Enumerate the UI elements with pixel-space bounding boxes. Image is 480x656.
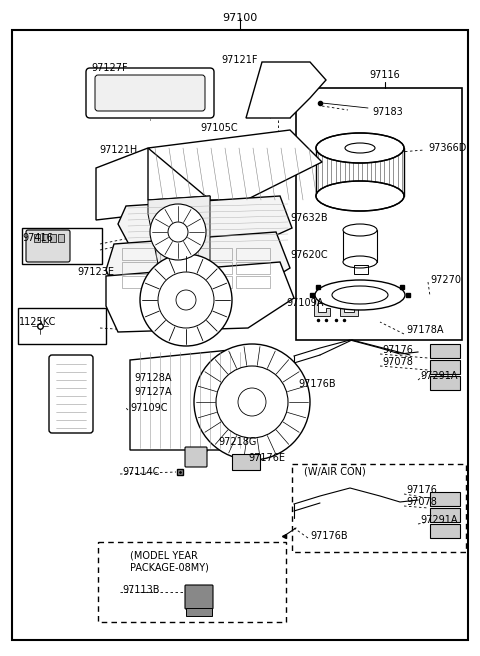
FancyBboxPatch shape xyxy=(185,585,213,609)
Bar xyxy=(122,262,156,274)
Text: 97416: 97416 xyxy=(23,233,53,243)
Bar xyxy=(50,234,56,242)
Text: 97128A: 97128A xyxy=(134,373,171,383)
Text: 97121F: 97121F xyxy=(222,55,258,65)
Bar xyxy=(292,464,466,552)
Text: 97183: 97183 xyxy=(372,107,403,117)
Text: 97176B: 97176B xyxy=(310,531,348,541)
Bar xyxy=(18,308,106,344)
Bar xyxy=(430,524,460,538)
FancyBboxPatch shape xyxy=(49,355,93,433)
Circle shape xyxy=(216,366,288,438)
Text: PACKAGE-08MY): PACKAGE-08MY) xyxy=(130,563,209,573)
Text: 97176E: 97176E xyxy=(248,453,285,463)
Text: 97113B: 97113B xyxy=(122,585,159,595)
Text: 97109C: 97109C xyxy=(130,403,168,413)
Bar xyxy=(296,88,462,340)
Text: 97127F: 97127F xyxy=(92,63,128,73)
Polygon shape xyxy=(246,62,326,118)
Bar xyxy=(354,265,368,274)
Ellipse shape xyxy=(345,143,375,153)
Bar xyxy=(236,276,270,288)
Bar xyxy=(232,454,260,470)
Text: 97366D: 97366D xyxy=(428,143,467,153)
Bar xyxy=(22,228,102,264)
Bar xyxy=(430,344,460,358)
Bar xyxy=(236,262,270,274)
Circle shape xyxy=(158,272,214,328)
Bar xyxy=(430,360,460,374)
Text: 97078: 97078 xyxy=(406,497,437,507)
Text: 97109A: 97109A xyxy=(286,298,324,308)
Bar xyxy=(430,492,460,506)
Bar xyxy=(160,248,194,260)
Text: 97127A: 97127A xyxy=(134,387,172,397)
Circle shape xyxy=(150,204,206,260)
Polygon shape xyxy=(96,148,210,274)
Polygon shape xyxy=(340,296,358,316)
Bar xyxy=(42,234,48,242)
Polygon shape xyxy=(118,196,292,250)
Bar xyxy=(58,234,64,242)
Polygon shape xyxy=(130,348,260,450)
Text: 97632B: 97632B xyxy=(290,213,328,223)
Text: 97100: 97100 xyxy=(222,13,258,23)
Bar xyxy=(430,508,460,522)
Bar xyxy=(430,376,460,390)
FancyBboxPatch shape xyxy=(185,447,207,467)
Bar xyxy=(122,276,156,288)
Bar xyxy=(198,262,232,274)
Text: 97176B: 97176B xyxy=(298,379,336,389)
Ellipse shape xyxy=(316,133,404,163)
Ellipse shape xyxy=(343,224,377,236)
FancyBboxPatch shape xyxy=(26,230,70,262)
Circle shape xyxy=(194,344,310,460)
Bar xyxy=(160,262,194,274)
Text: 97270: 97270 xyxy=(430,275,461,285)
Ellipse shape xyxy=(332,286,388,304)
Text: 97291A: 97291A xyxy=(420,515,457,525)
Text: 97178A: 97178A xyxy=(406,325,444,335)
Text: 97121H: 97121H xyxy=(99,145,137,155)
Bar xyxy=(34,234,40,242)
Text: 97078: 97078 xyxy=(382,357,413,367)
Text: 97176: 97176 xyxy=(406,485,437,495)
Text: 97620C: 97620C xyxy=(290,250,328,260)
Circle shape xyxy=(168,222,188,242)
Text: 1125KC: 1125KC xyxy=(19,317,57,327)
Circle shape xyxy=(140,254,232,346)
Ellipse shape xyxy=(343,256,377,268)
Bar xyxy=(160,276,194,288)
Bar xyxy=(98,542,286,622)
Ellipse shape xyxy=(316,181,404,211)
Bar xyxy=(186,608,212,616)
Text: 97218G: 97218G xyxy=(218,437,256,447)
Polygon shape xyxy=(314,296,330,316)
Circle shape xyxy=(238,388,266,416)
Text: (W/AIR CON): (W/AIR CON) xyxy=(304,467,366,477)
Text: 97116: 97116 xyxy=(370,70,400,80)
Bar xyxy=(198,276,232,288)
Bar xyxy=(198,248,232,260)
Bar xyxy=(236,248,270,260)
Text: 97176: 97176 xyxy=(382,345,413,355)
Text: 97291A: 97291A xyxy=(420,371,457,381)
Text: 97123E: 97123E xyxy=(77,267,115,277)
Polygon shape xyxy=(148,196,210,274)
Text: (MODEL YEAR: (MODEL YEAR xyxy=(130,551,198,561)
Bar xyxy=(122,248,156,260)
Circle shape xyxy=(176,290,196,310)
Text: 97114C: 97114C xyxy=(122,467,159,477)
Text: 97105C: 97105C xyxy=(200,123,238,133)
Polygon shape xyxy=(106,262,294,332)
Polygon shape xyxy=(106,232,290,296)
Ellipse shape xyxy=(315,280,405,310)
FancyBboxPatch shape xyxy=(95,75,205,111)
Polygon shape xyxy=(148,130,322,200)
FancyBboxPatch shape xyxy=(86,68,214,118)
